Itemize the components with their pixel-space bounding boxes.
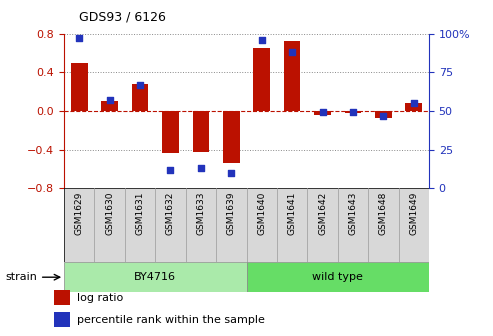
Text: GSM1633: GSM1633 (196, 192, 206, 235)
Point (197, 165, 205, 171)
Bar (64, 188, 95, 262)
Text: GSM1630: GSM1630 (105, 192, 114, 235)
Text: GSM1648: GSM1648 (379, 192, 388, 235)
Text: GSM1642: GSM1642 (318, 192, 327, 235)
Point (136, 82, 144, 87)
Point (167, 167, 175, 172)
Bar (314, 111, 331, 115)
Point (258, 37, 266, 42)
Bar (102, 101, 118, 111)
Bar (246, 188, 277, 262)
Bar (246, 262, 429, 292)
Bar (54, 290, 70, 305)
Bar (162, 111, 179, 154)
Point (288, 49, 296, 55)
Text: GSM1643: GSM1643 (349, 192, 357, 235)
Bar (277, 188, 307, 262)
Text: wild type: wild type (312, 272, 363, 282)
Bar (155, 188, 186, 262)
Bar (405, 103, 422, 111)
Bar (125, 188, 155, 262)
Bar (375, 111, 391, 118)
Text: GSM1631: GSM1631 (136, 192, 144, 235)
Bar (284, 41, 300, 111)
Text: GSM1640: GSM1640 (257, 192, 266, 235)
Bar (216, 188, 246, 262)
Text: BY4716: BY4716 (134, 272, 176, 282)
Bar (132, 84, 148, 111)
Bar (64, 262, 246, 292)
Text: GDS93 / 6126: GDS93 / 6126 (79, 10, 166, 24)
Point (380, 113, 387, 118)
Bar (398, 188, 429, 262)
Bar (307, 188, 338, 262)
Bar (368, 188, 398, 262)
Bar (95, 188, 125, 262)
Bar (186, 188, 216, 262)
Point (75, 36, 83, 41)
Text: GSM1629: GSM1629 (75, 192, 84, 235)
Bar (71, 62, 88, 111)
Point (318, 110, 326, 115)
Bar (223, 111, 240, 163)
Text: strain: strain (5, 272, 37, 282)
Point (106, 97, 113, 103)
Bar (338, 188, 368, 262)
Text: GSM1641: GSM1641 (287, 192, 297, 235)
Point (349, 110, 357, 115)
Text: GSM1639: GSM1639 (227, 192, 236, 235)
Bar (193, 111, 209, 153)
Text: percentile rank within the sample: percentile rank within the sample (77, 315, 265, 325)
Text: GSM1649: GSM1649 (409, 192, 418, 235)
Point (227, 170, 235, 175)
Bar (54, 312, 70, 327)
Text: log ratio: log ratio (77, 293, 124, 303)
Bar (253, 48, 270, 111)
Bar (345, 111, 361, 113)
Point (410, 100, 418, 106)
Text: GSM1632: GSM1632 (166, 192, 175, 235)
